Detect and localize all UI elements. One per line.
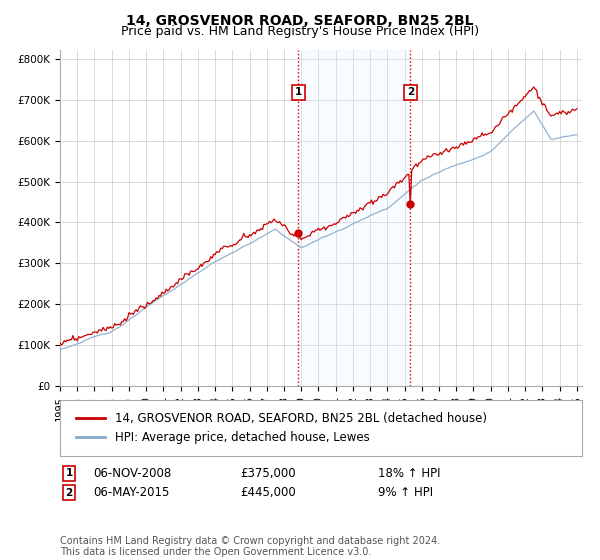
Text: 18% ↑ HPI: 18% ↑ HPI <box>378 466 440 480</box>
Text: 14, GROSVENOR ROAD, SEAFORD, BN25 2BL: 14, GROSVENOR ROAD, SEAFORD, BN25 2BL <box>126 14 474 28</box>
Text: 9% ↑ HPI: 9% ↑ HPI <box>378 486 433 500</box>
Text: Price paid vs. HM Land Registry's House Price Index (HPI): Price paid vs. HM Land Registry's House … <box>121 25 479 38</box>
Legend: 14, GROSVENOR ROAD, SEAFORD, BN25 2BL (detached house), HPI: Average price, deta: 14, GROSVENOR ROAD, SEAFORD, BN25 2BL (d… <box>71 408 491 449</box>
Text: £445,000: £445,000 <box>240 486 296 500</box>
Text: Contains HM Land Registry data © Crown copyright and database right 2024.
This d: Contains HM Land Registry data © Crown c… <box>60 535 440 557</box>
Text: 1: 1 <box>65 468 73 478</box>
Text: 2: 2 <box>407 87 414 97</box>
Text: 2: 2 <box>65 488 73 498</box>
Bar <box>298 50 410 386</box>
Text: £375,000: £375,000 <box>240 466 296 480</box>
Text: 1: 1 <box>295 87 302 97</box>
Text: 06-NOV-2008: 06-NOV-2008 <box>93 466 171 480</box>
Text: 06-MAY-2015: 06-MAY-2015 <box>93 486 169 500</box>
